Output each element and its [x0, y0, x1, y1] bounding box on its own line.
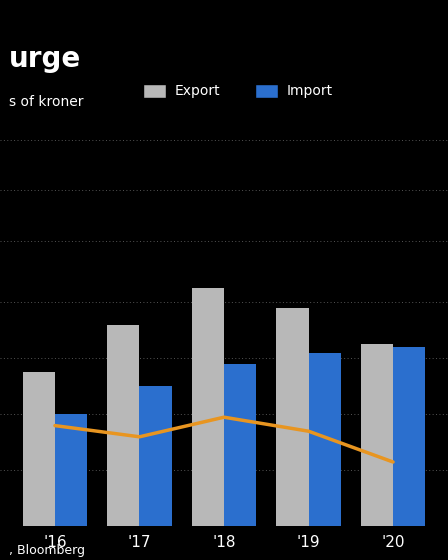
Bar [224, 364, 256, 526]
Text: s of kroner: s of kroner [9, 95, 83, 109]
Bar [393, 347, 425, 526]
Text: urge: urge [9, 45, 81, 73]
Bar [108, 325, 139, 526]
Text: Import: Import [287, 84, 333, 98]
Bar [192, 288, 224, 526]
Bar [23, 372, 55, 526]
Text: Export: Export [175, 84, 220, 98]
Bar [276, 308, 309, 526]
Bar [139, 386, 172, 526]
Bar [361, 344, 393, 526]
Text: , Bloomberg: , Bloomberg [9, 544, 85, 557]
Bar [309, 353, 340, 526]
Bar [55, 414, 87, 526]
